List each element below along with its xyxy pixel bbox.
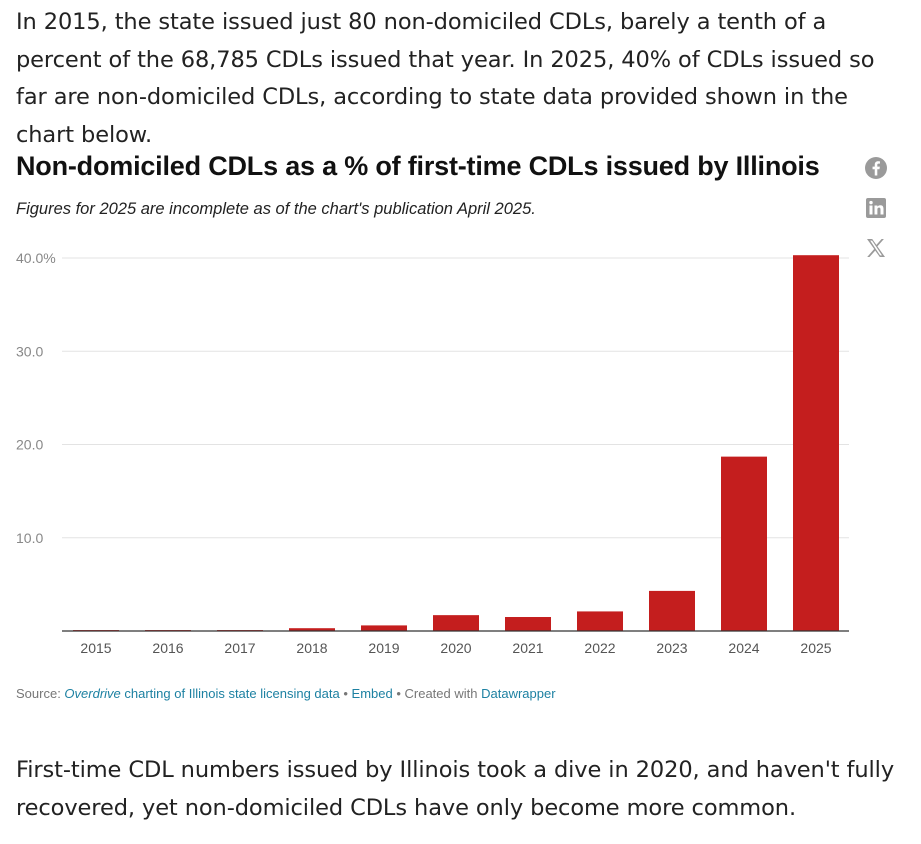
x-tick-label-2023: 2023 xyxy=(656,640,687,656)
chart-subtitle: Figures for 2025 are incomplete as of th… xyxy=(16,200,536,218)
bar-2021[interactable] xyxy=(505,617,551,631)
bar-2025[interactable] xyxy=(793,255,839,631)
created-with-text: • Created with xyxy=(392,686,482,701)
bar-2018[interactable] xyxy=(289,628,335,631)
x-tick-label-2016: 2016 xyxy=(152,640,183,656)
x-tick-label-2025: 2025 xyxy=(800,640,831,656)
bar-chart: 10.0 20.0 30.0 40.0% 2015 2016 2017 2018 2019 20… xyxy=(16,250,849,656)
source-separator: • xyxy=(339,686,352,701)
chart-title: Non-domiciled CDLs as a % of first-time … xyxy=(16,151,820,181)
x-tick-label-2017: 2017 xyxy=(224,640,255,656)
x-icon[interactable] xyxy=(864,236,888,260)
source-prefix: Source: xyxy=(16,686,65,701)
y-tick-label: 20.0 xyxy=(16,437,43,453)
chart-source: Source: Overdrive charting of Illinois s… xyxy=(16,686,556,701)
bar-2023[interactable] xyxy=(649,590,695,631)
bar-2022[interactable] xyxy=(577,611,623,631)
x-tick-label-2022: 2022 xyxy=(584,640,615,656)
datawrapper-link[interactable]: Datawrapper xyxy=(481,686,556,701)
facebook-icon[interactable] xyxy=(864,156,888,180)
x-tick-label-2015: 2015 xyxy=(80,640,111,656)
bar-2020[interactable] xyxy=(433,615,479,631)
bar-2024[interactable] xyxy=(721,456,767,631)
source-link[interactable]: Overdrive charting of Illinois state lic… xyxy=(64,686,340,701)
x-tick-label-2018: 2018 xyxy=(296,640,327,656)
x-tick-label-2019: 2019 xyxy=(368,640,399,656)
x-tick-label-2021: 2021 xyxy=(512,640,543,656)
x-tick-label-2020: 2020 xyxy=(440,640,471,656)
linkedin-icon[interactable] xyxy=(864,196,888,220)
y-tick-label: 30.0 xyxy=(16,343,43,359)
y-tick-label: 10.0 xyxy=(16,530,43,546)
followup-paragraph: First-time CDL numbers issued by Illinoi… xyxy=(16,757,895,821)
embed-link[interactable]: Embed xyxy=(351,686,393,701)
x-tick-label-2024: 2024 xyxy=(728,640,759,656)
y-tick-label: 40.0% xyxy=(16,250,56,266)
bar-2019[interactable] xyxy=(361,625,407,631)
intro-paragraph: In 2015, the state issued just 80 non-do… xyxy=(16,9,875,148)
